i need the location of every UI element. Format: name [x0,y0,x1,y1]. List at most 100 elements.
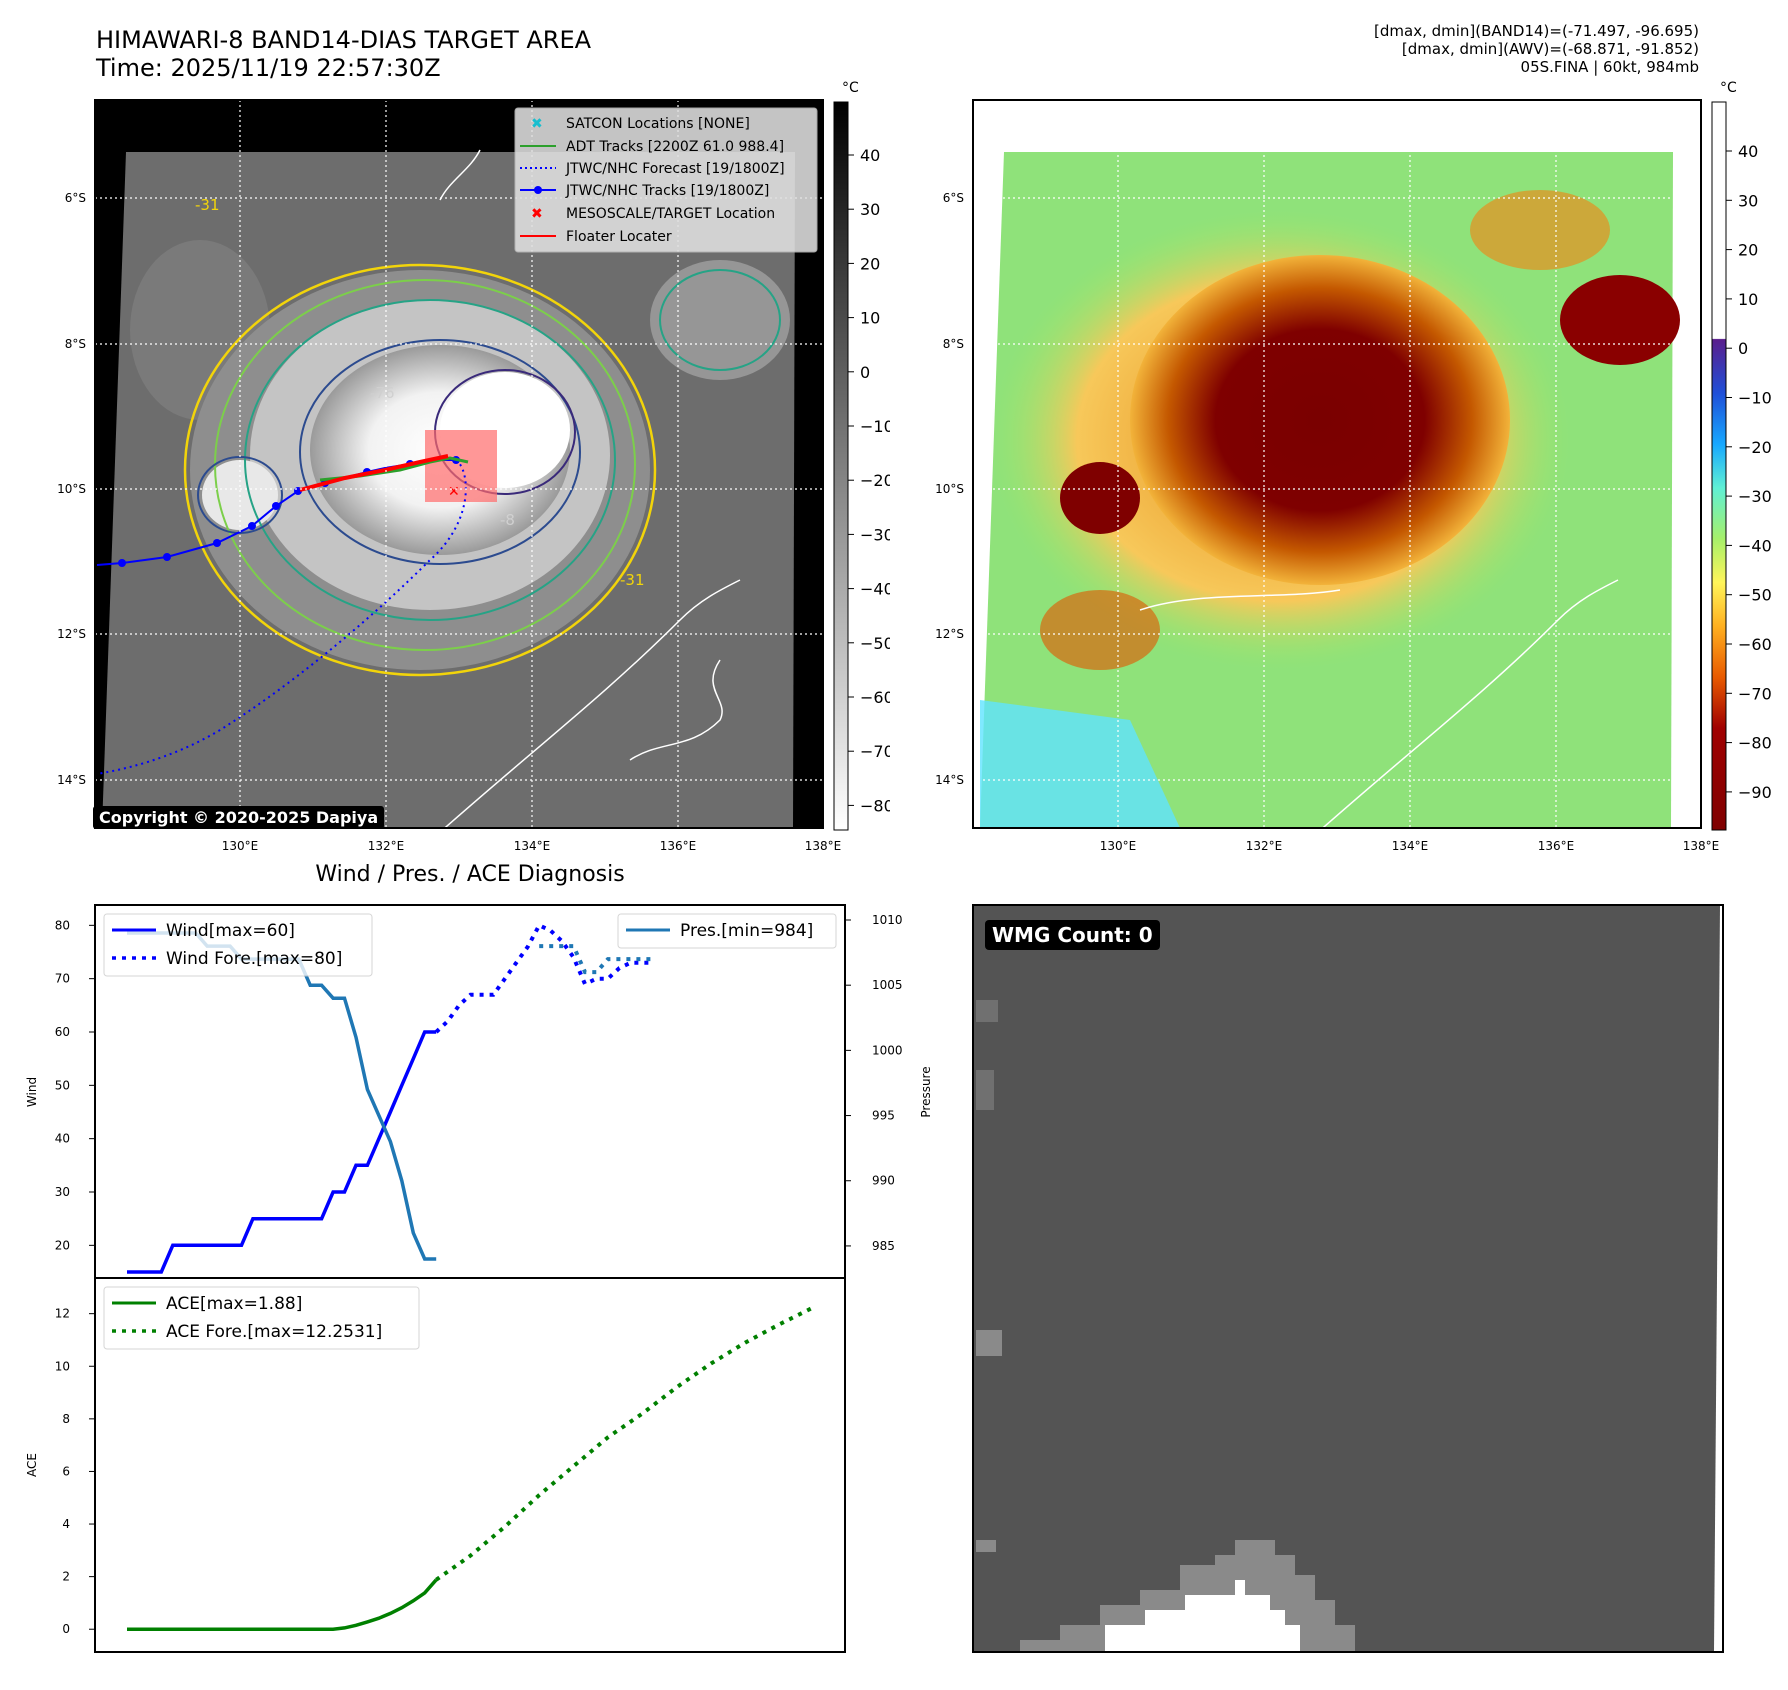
wmg-panel [972,904,1724,1653]
ace-series-observed [127,1578,438,1631]
lon-label: 136°E [660,839,697,853]
legend-satcon: SATCON Locations [NONE] [566,116,750,132]
lat-label: 6°S [65,191,86,205]
pressure-axis-tick-label: 995 [872,1109,895,1123]
map-legend: ✖ SATCON Locations [NONE] ADT Tracks [22… [514,107,818,253]
wind-axis-tick-label: 70 [55,972,70,986]
contour-blue [299,339,581,565]
ir-colorbar-tick-label: −50 [860,634,890,653]
ace-axis-tick-label: 6 [62,1464,70,1478]
legend-floater: Floater Locater [566,229,672,245]
copyright-badge: Copyright © 2020-2025 Dapiya [93,806,385,829]
wind-legend: Wind[max=60] Wind Fore.[max=80] [103,913,373,977]
coastline [443,579,741,828]
wind-axis-tick-label: 50 [55,1078,70,1092]
wind-series-forecast [434,922,654,1034]
awv-colorbar-tick-label: 10 [1738,290,1758,309]
ir-colorbar-tick-label: −40 [860,580,890,599]
lon-label: 130°E [222,839,259,853]
lat-label: 14°S [935,773,964,787]
ir-colorbar-tick-label: −20 [860,471,890,490]
ir-colorbar-tick-label: −60 [860,688,890,707]
lon-label: 136°E [1538,839,1575,853]
legend-adt: ADT Tracks [2200Z 61.0 988.4] [566,139,784,155]
awv-colorbar-tick-label: −70 [1738,684,1772,703]
lat-label: 10°S [935,482,964,496]
lat-label: 8°S [943,337,964,351]
lat-label: 10°S [57,482,86,496]
ir-colorbar-tick-label: −80 [860,796,890,815]
jtwc-forecast [96,459,467,775]
awv-colorbar-unit: °C [1720,80,1737,96]
awv-colorbar-tick-label: −60 [1738,635,1772,654]
lat-label: 6°S [943,191,964,205]
legend-ace-forecast: ACE Fore.[max=12.2531] [166,1322,382,1342]
pressure-axis-tick-label: 1005 [872,978,903,992]
ace-axis-tick-label: 12 [55,1307,70,1321]
legend-wind-forecast: Wind Fore.[max=80] [166,949,342,969]
stats-awv: [dmax, dmin](AWV)=(-68.871, -91.852) [1401,40,1699,58]
legend-jtwc-tracks: JTWC/NHC Tracks [19/1800Z] [565,183,769,199]
target-marker: ✕ [448,484,460,500]
ace-axis-tick-label: 2 [62,1570,70,1584]
lon-label: 138°E [1683,839,1720,853]
lon-label: 130°E [1100,839,1137,853]
awv-colorbar-tick-label: −40 [1738,536,1772,555]
ir-colorbar-tick-label: 30 [860,200,880,219]
ace-axis-tick-label: 4 [62,1517,70,1531]
wmg-imagery [974,906,1720,1651]
pressure-ylabel: Pressure [919,1066,933,1117]
awv-colorbar-tick-label: 20 [1738,241,1758,260]
wind-series-observed [127,1030,437,1274]
lon-label: 134°E [514,839,551,853]
stats-band14: [dmax, dmin](BAND14)=(-71.497, -96.695) [1374,22,1699,40]
ir-colorbar-tick-label: 10 [860,309,880,328]
ir-map-panel: ✕ -76 -8 -31 -31 ✖ SATCON Locations [NON… [57,99,842,853]
ace-axis-tick-label: 8 [62,1412,70,1426]
wmg-count-badge: WMG Count: 0 [985,920,1160,950]
ir-colorbar-tick-label: −30 [860,525,890,544]
lon-label: 138°E [805,839,842,853]
contour-label-76: -76 [370,384,395,402]
chart-title: HIMAWARI-8 BAND14-DIAS TARGET AREA Time:… [96,26,591,82]
legend-wind: Wind[max=60] [166,921,295,941]
pressure-series-observed [127,931,437,1261]
awv-colorbar-tick-label: −90 [1738,783,1772,802]
awv-colorbar-tick-label: −10 [1738,389,1772,408]
ir-colorbar-unit: °C [842,80,859,96]
title-line-2: Time: 2025/11/19 22:57:30Z [96,54,441,82]
pressure-axis-tick-label: 985 [872,1239,895,1253]
storm-info: 05S.FINA | 60kt, 984mb [1520,58,1699,76]
lon-label: 132°E [368,839,405,853]
ace-legend: ACE[max=1.88] ACE Fore.[max=12.2531] [103,1286,420,1350]
wind-axis-tick-label: 20 [55,1238,70,1252]
legend-pressure: Pres.[min=984] [680,921,813,941]
contour-label-31: -31 [620,571,645,589]
ir-colorbar-tick-label: −10 [860,417,890,436]
wind-axis-tick-label: 80 [55,918,70,932]
awv-colorbar-tick-label: 0 [1738,339,1748,358]
ir-colorbar-tick-label: 20 [860,254,880,273]
awv-colorbar-tick-label: −80 [1738,734,1772,753]
pressure-axis-tick-label: 1010 [872,913,903,927]
wind-axis-tick-label: 40 [55,1132,70,1146]
wind-ylabel: Wind [25,1077,39,1107]
lat-label: 8°S [65,337,86,351]
lat-label: 14°S [57,773,86,787]
pressure-axis-tick-label: 990 [872,1174,895,1188]
wind-axis-tick-label: 30 [55,1185,70,1199]
pressure-legend: Pres.[min=984] [617,913,837,949]
awv-colorbar-tick-label: −50 [1738,586,1772,605]
awv-colorbar-tick-label: −30 [1738,487,1772,506]
target-legend-icon: ✖ [531,206,543,222]
pressure-series-forecast [539,944,654,975]
awv-storm-core [1130,255,1510,585]
awv-colorbar: °C 40 30 20 10 0 −10 −20 −30 −40 −50 −60 −70 −80 −90 [1711,80,1772,831]
ir-colorbar-tick-label: 40 [860,146,880,165]
contour-teal [244,299,616,621]
stats-header: [dmax, dmin](BAND14)=(-71.497, -96.695) … [1374,22,1699,76]
awv-colorbar-tick-label: 30 [1738,191,1758,210]
legend-jtwc-forecast: JTWC/NHC Forecast [19/1800Z] [565,161,785,177]
awv-colorbar-tick-label: 40 [1738,142,1758,161]
